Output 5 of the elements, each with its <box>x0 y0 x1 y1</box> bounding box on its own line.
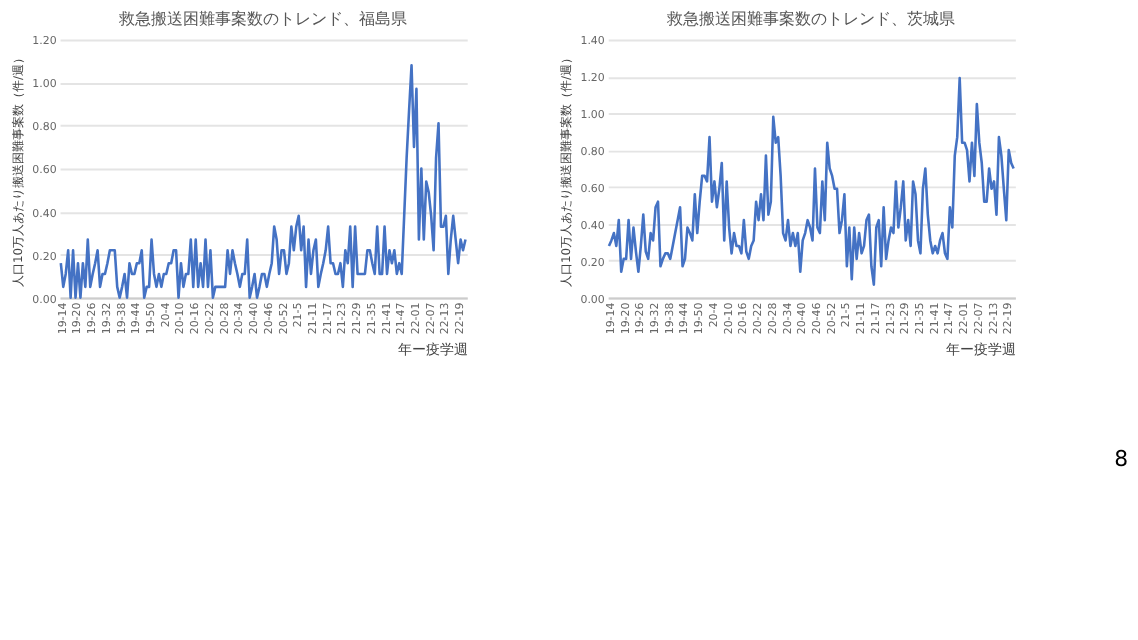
text: 8 <box>1114 446 1129 473</box>
chart-title: 救急搬送困難事案数のトレンド、茨城県 <box>665 9 956 28</box>
line-series <box>59 63 467 299</box>
chart-title: 救急搬送困難事案数のトレンド、福島県 <box>117 9 408 28</box>
line-series <box>607 76 1015 286</box>
